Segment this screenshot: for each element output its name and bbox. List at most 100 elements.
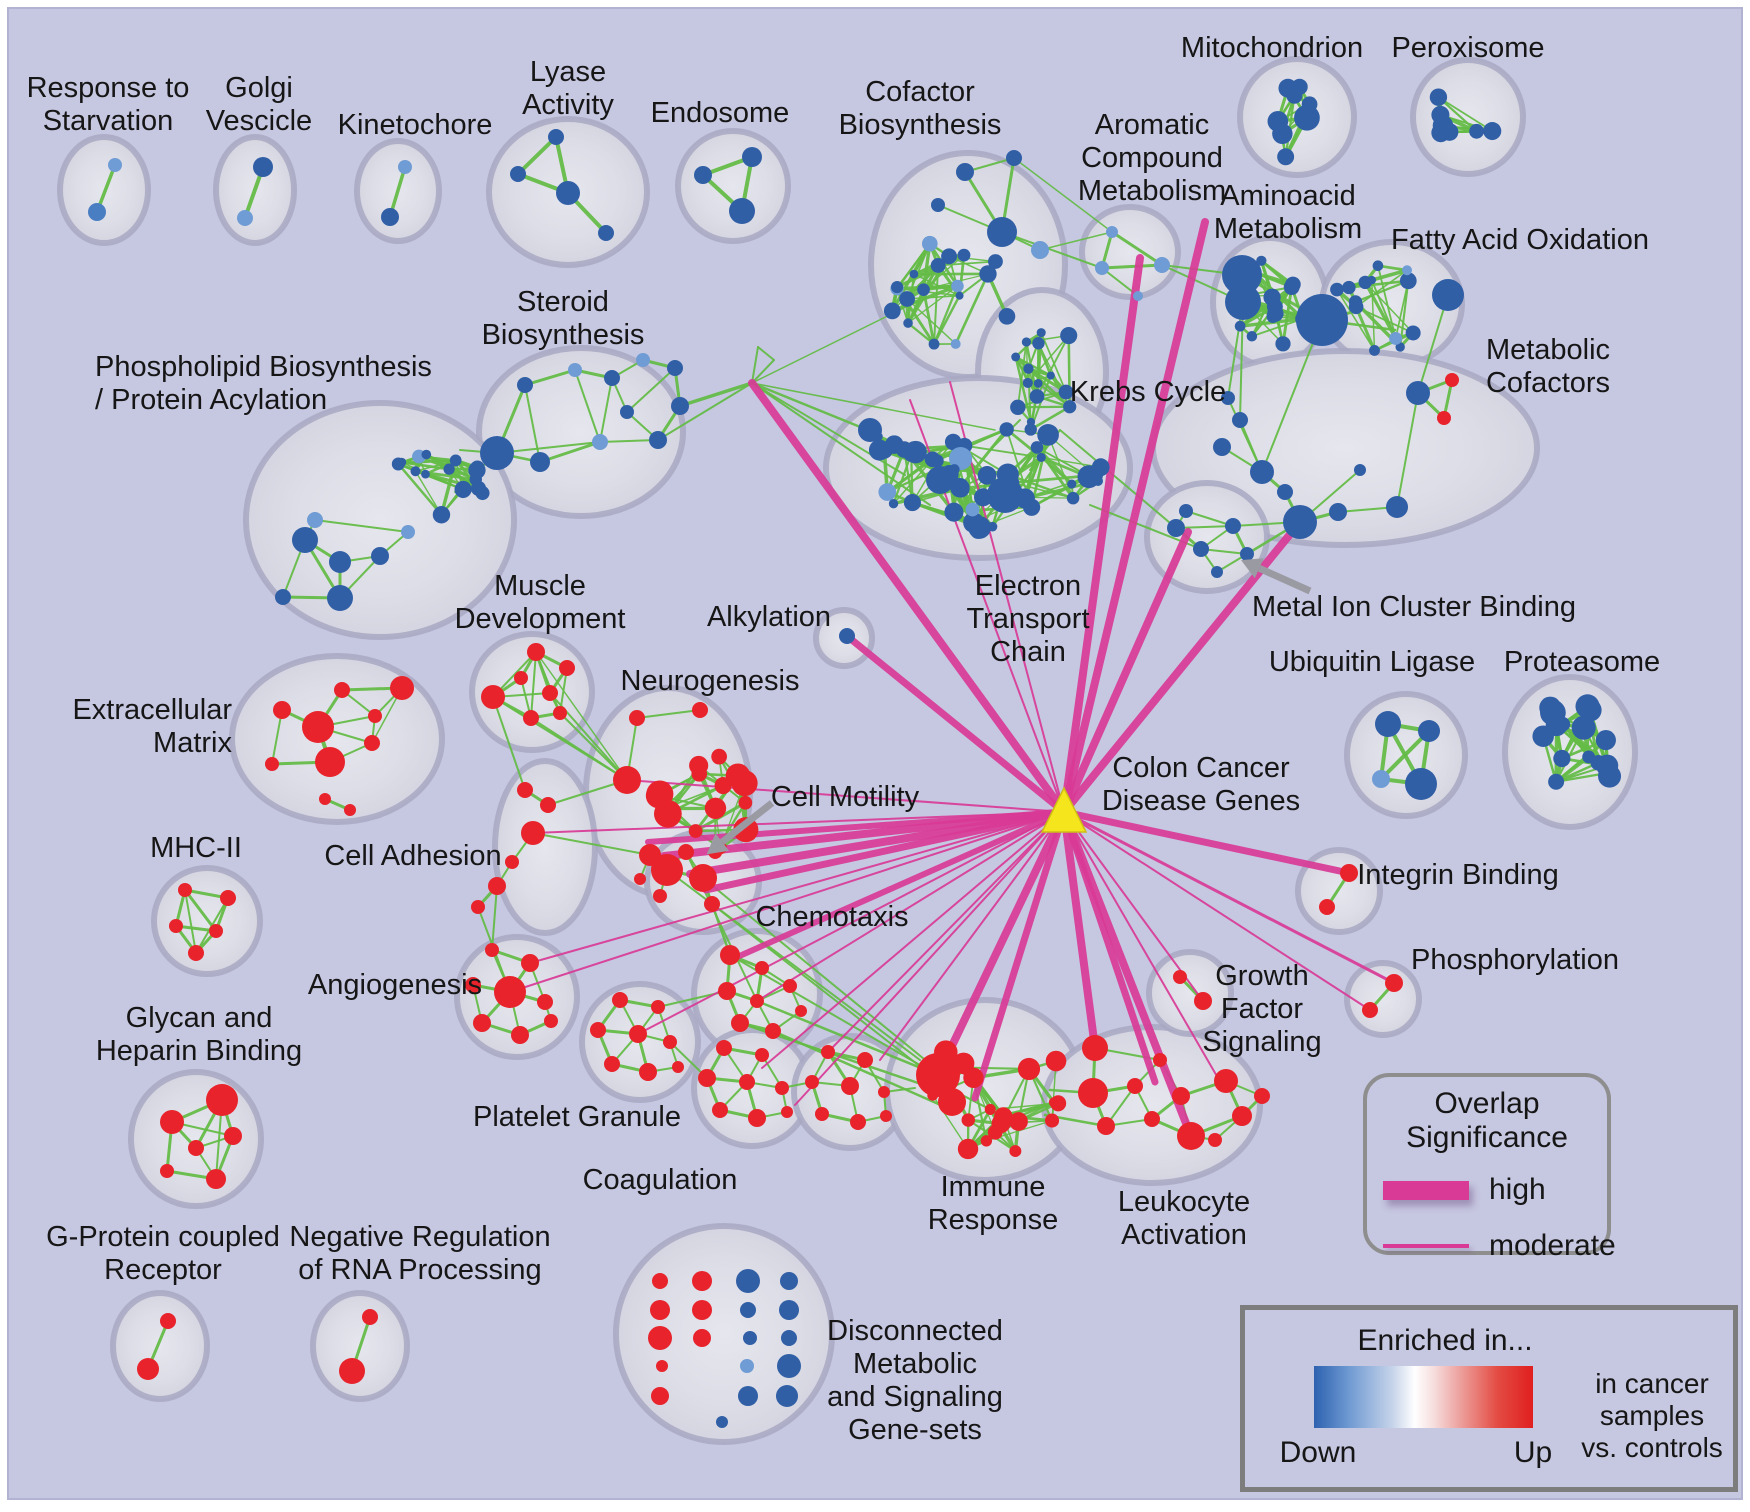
gene-set-node: [711, 749, 727, 765]
gene-set-node: [1250, 460, 1274, 484]
cluster-label-angiogenesis: Angiogenesis: [308, 969, 482, 1001]
cluster-label-immune-response-line-2: Response: [928, 1204, 1059, 1236]
gene-set-node: [1232, 1106, 1252, 1126]
gene-set-node: [1037, 453, 1046, 462]
gene-set-node: [691, 766, 707, 782]
gene-set-node: [692, 1300, 712, 1320]
gene-set-node: [598, 225, 614, 241]
cluster-label-kinetochore-line-1: Kinetochore: [338, 109, 493, 141]
gene-set-node: [978, 466, 997, 485]
gene-set-node: [1027, 418, 1035, 426]
gene-set-node: [381, 208, 399, 226]
gene-set-node: [962, 1113, 975, 1126]
gene-set-node: [718, 982, 736, 1000]
gene-set-node: [188, 1140, 204, 1156]
gene-set-node: [1011, 353, 1020, 362]
cluster-label-krebs-cycle: Krebs Cycle: [1070, 376, 1226, 408]
gene-set-node: [1369, 345, 1380, 356]
gene-set-node: [1193, 541, 1209, 557]
gene-set-node: [1375, 711, 1401, 737]
gene-set-node: [1133, 291, 1143, 301]
gene-set-node: [556, 181, 580, 205]
gene-set-node: [1386, 496, 1408, 518]
gene-set-node: [1050, 1095, 1066, 1111]
gene-set-node: [1329, 503, 1347, 521]
gene-set-node: [178, 883, 192, 897]
gene-set-node: [743, 1331, 757, 1345]
cluster-label-endosome: Endosome: [651, 97, 790, 129]
gene-set-node: [1469, 124, 1484, 139]
gene-set-node: [1330, 283, 1344, 297]
gene-set-node: [904, 441, 927, 464]
cluster-label-fatty-acid-oxidation-line-1: Fatty Acid Oxidation: [1391, 224, 1649, 256]
gene-set-node: [1046, 1051, 1067, 1072]
gene-set-node: [951, 280, 964, 293]
gene-set-node: [1082, 1035, 1108, 1061]
gene-set-node: [958, 1139, 978, 1159]
gene-set-node: [651, 1387, 669, 1405]
cluster-label-chemotaxis-line-1: Chemotaxis: [755, 901, 908, 933]
gene-set-node: [903, 318, 913, 328]
gene-set-node: [1553, 750, 1570, 767]
cluster-label-golgi-vescicle-line-2: Vescicle: [206, 105, 312, 137]
gene-set-node: [991, 487, 1012, 508]
gene-set-node: [371, 547, 389, 565]
gene-set-node: [362, 1309, 378, 1325]
cluster-label-growth-factor-signaling-line-2: Factor: [1221, 993, 1304, 1025]
cluster-label-lyase-activity-line-2: Activity: [522, 89, 614, 121]
gene-set-node: [1575, 694, 1599, 718]
gene-set-node: [781, 1330, 797, 1346]
cluster-label-metal-ion-cluster-binding: Metal Ion Cluster Binding: [1252, 591, 1576, 623]
gene-set-node: [970, 524, 985, 539]
gene-set-node: [319, 793, 331, 805]
cluster-label-glycan-and-heparin-binding-line-1: Glycan and: [126, 1002, 273, 1034]
cluster-label-electron-transport-chain-line-1: Electron: [975, 570, 1081, 602]
gene-set-node: [765, 1023, 781, 1039]
gene-set-node: [433, 506, 450, 523]
gene-set-node: [530, 452, 550, 472]
gene-set-node: [344, 804, 356, 816]
cluster-label-aromatic-compound-metabolism-line-2: Compound: [1081, 142, 1223, 174]
gene-set-node: [488, 877, 506, 895]
cluster-label-coagulation: Coagulation: [583, 1164, 738, 1196]
gene-set-node: [1023, 499, 1040, 516]
gene-set-node: [857, 1052, 873, 1068]
gene-set-node: [1172, 1087, 1190, 1105]
cluster-label-steroid-biosynthesis-line-2: Biosynthesis: [482, 319, 645, 351]
gene-set-node: [1302, 96, 1318, 112]
cluster-label-peroxisome: Peroxisome: [1391, 32, 1544, 64]
gene-set-node: [443, 464, 454, 475]
gene-set-node: [944, 503, 963, 522]
gene-set-node: [981, 1135, 992, 1146]
cluster-label-response-to-starvation-line-1: Response to: [27, 72, 190, 104]
cluster-label-negative-regulation-of-rna-processing-line-2: of RNA Processing: [298, 1254, 541, 1286]
gene-set-node: [1010, 400, 1025, 415]
gene-set-node: [209, 924, 223, 938]
cluster-label-mhc-ii: MHC-II: [150, 832, 242, 864]
gene-set-node: [1272, 124, 1292, 144]
gene-set-node: [468, 462, 485, 479]
gene-set-node: [689, 824, 703, 838]
cluster-label-cell-motility: Cell Motility: [771, 781, 920, 813]
gene-set-node: [220, 890, 236, 906]
cluster-label-phosphorylation-line-1: Phosphorylation: [1411, 944, 1619, 976]
gene-set-node: [1437, 411, 1451, 425]
gene-set-node: [511, 1026, 529, 1044]
gene-set-node: [899, 291, 915, 307]
gene-set-node: [987, 217, 1017, 247]
cluster-label-steroid-biosynthesis-line-1: Steroid: [517, 286, 609, 318]
gene-set-node: [777, 1354, 801, 1378]
enrichment-color-gradient: [1314, 1366, 1533, 1428]
gene-set-node: [517, 377, 533, 393]
gene-set-node: [422, 450, 432, 460]
cluster-label-disconnected-metabolic-and-signaling-gene-sets-line-4: Gene-sets: [848, 1414, 982, 1446]
cluster-label-alkylation-line-1: Alkylation: [707, 601, 831, 633]
cluster-label-ubiquitin-ligase: Ubiquitin Ligase: [1269, 646, 1475, 678]
gene-set-node: [1362, 1002, 1378, 1018]
gene-set-node: [1283, 505, 1317, 539]
gene-set-node: [755, 961, 769, 975]
cluster-label-phospholipid-biosynthesis-protein-acylation-line-1: Phospholipid Biosynthesis: [95, 351, 432, 383]
gene-set-node: [938, 1088, 966, 1116]
